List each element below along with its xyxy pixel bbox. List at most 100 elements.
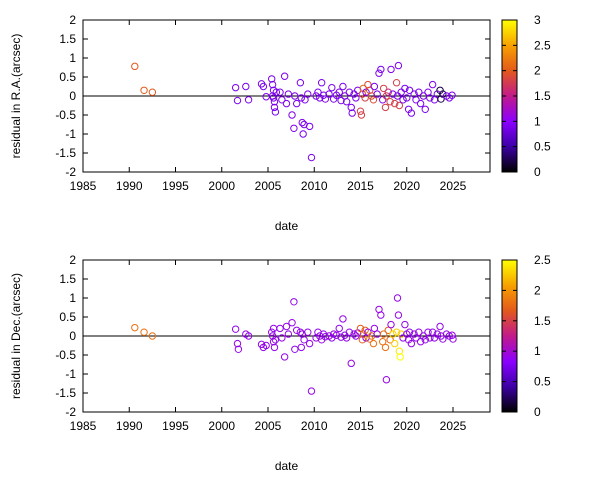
x-axis-label: date (275, 219, 299, 233)
data-point (348, 109, 356, 117)
data-point (416, 99, 425, 108)
data-point (262, 93, 270, 101)
data-point (397, 330, 405, 338)
data-point (288, 319, 296, 327)
data-point (356, 324, 365, 333)
colorbar-tick-label: 1.5 (534, 314, 551, 328)
y-tick-label: -0.5 (55, 108, 76, 122)
data-point (389, 90, 397, 98)
data-point (270, 103, 279, 112)
x-tick-label: 2005 (255, 179, 282, 193)
y-tick-label: 1.5 (59, 272, 76, 286)
data-point (296, 328, 305, 336)
y-tick-label: 0.5 (59, 70, 76, 84)
data-point (291, 345, 299, 353)
x-tick-label: 2025 (440, 419, 467, 433)
data-point (339, 82, 347, 91)
x-tick-label: 2015 (347, 419, 374, 433)
data-point (332, 331, 341, 339)
data-point (364, 328, 372, 336)
data-point (304, 90, 312, 98)
data-point (370, 324, 379, 333)
data-point (292, 99, 301, 108)
data-point (419, 92, 428, 100)
data-point (370, 82, 379, 91)
x-tick-label: 1990 (116, 179, 143, 193)
data-point (131, 62, 139, 71)
data-point (284, 330, 293, 338)
data-point (284, 90, 293, 98)
y-tick-label: 1 (69, 291, 76, 305)
x-tick-label: 2020 (393, 419, 420, 433)
data-point (282, 322, 291, 331)
data-point (412, 96, 420, 104)
data-point (387, 65, 395, 74)
colorbar-tick-label: 1.5 (534, 89, 551, 103)
x-tick-label: 2010 (301, 179, 328, 193)
y-tick-label: -2 (65, 165, 76, 179)
data-point (396, 353, 404, 361)
data-point (436, 322, 444, 331)
data-point (321, 95, 330, 103)
data-point (394, 311, 403, 319)
y-tick-label: -0.5 (55, 348, 76, 362)
y-tick-label: 0.5 (59, 310, 76, 324)
data-point (382, 376, 391, 384)
data-point (328, 83, 336, 92)
data-point (262, 341, 270, 350)
data-point (421, 105, 429, 114)
data-point (317, 79, 326, 87)
data-point (296, 79, 305, 87)
colorbar-tick-label: 0.5 (534, 375, 551, 389)
data-point (297, 343, 305, 352)
data-point (292, 326, 301, 334)
y-tick-label: 0 (69, 89, 76, 103)
data-point (347, 359, 355, 368)
data-point (389, 330, 397, 338)
x-tick-label: 2010 (301, 419, 328, 433)
data-point (407, 109, 416, 117)
data-point (401, 84, 409, 93)
x-tick-label: 2020 (393, 179, 420, 193)
data-point (369, 339, 378, 348)
y-axis-label: residual in Dec.(arcsec) (9, 273, 23, 399)
data-point (415, 88, 423, 96)
colorbar-tick-label: 3 (534, 13, 541, 27)
data-point (377, 311, 385, 319)
data-point (268, 92, 277, 100)
data-point (148, 332, 157, 340)
data-point (416, 338, 425, 346)
y-tick-label: -1.5 (55, 386, 76, 400)
data-point (345, 88, 354, 96)
data-point (412, 334, 420, 342)
data-point (381, 103, 390, 112)
data-point (342, 334, 351, 342)
data-point (361, 94, 369, 102)
colorbar-tick-label: 1 (534, 344, 541, 358)
data-point (299, 130, 307, 138)
data-point (391, 339, 399, 348)
data-point (437, 95, 445, 103)
data-point (379, 330, 388, 338)
data-point (268, 328, 276, 336)
data-point (335, 324, 343, 333)
colorbar-tick-label: 0 (534, 165, 541, 179)
colorbar-tick-label: 2.5 (534, 38, 551, 52)
colorbar-tick-label: 0 (534, 405, 541, 419)
data-point (373, 90, 381, 98)
data-point (278, 334, 286, 342)
data-point (399, 96, 407, 104)
data-point (379, 84, 388, 93)
data-point (298, 118, 306, 127)
data-point (387, 320, 395, 329)
data-point (448, 331, 456, 339)
y-tick-label: -1.5 (55, 146, 76, 160)
data-point (307, 153, 316, 162)
data-point (428, 80, 437, 89)
x-axis-label: date (275, 459, 299, 473)
data-point (268, 75, 276, 83)
data-point (276, 88, 284, 96)
y-tick-label: -1 (65, 367, 76, 381)
data-point (384, 326, 392, 334)
